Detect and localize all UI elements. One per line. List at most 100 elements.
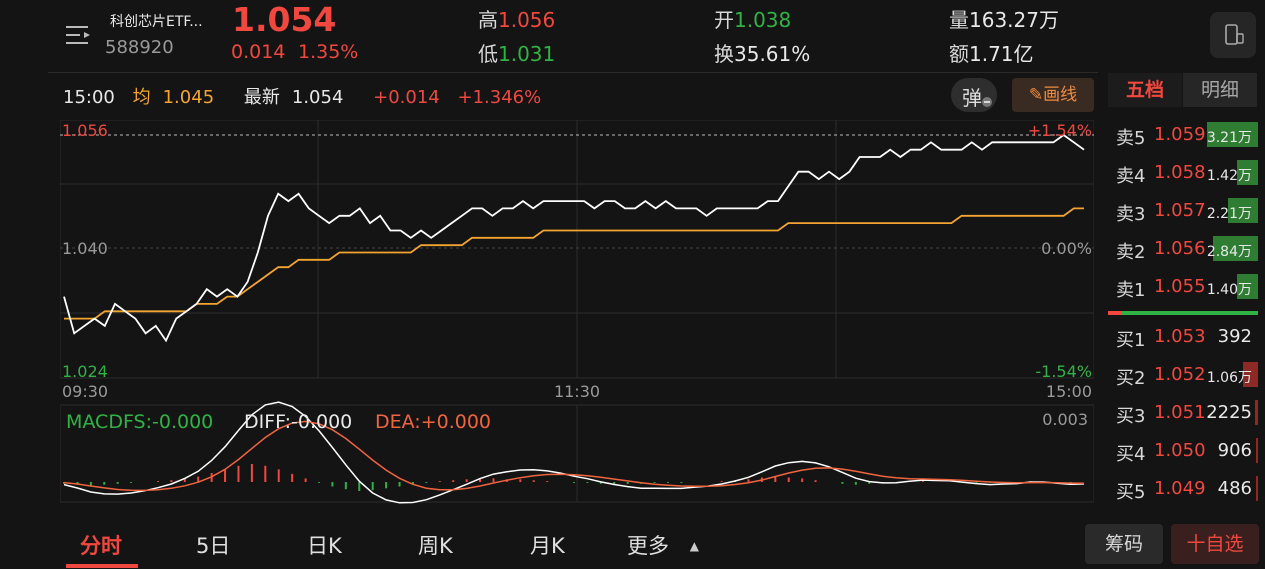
volume-bar — [1213, 236, 1258, 261]
macd-dea-line — [63, 420, 1085, 492]
volume-bar — [1207, 122, 1258, 147]
bid-row[interactable]: 买4 1.050 906 — [1108, 432, 1258, 470]
volume-bar — [1237, 274, 1258, 299]
ask-row[interactable]: 卖3 1.057 2.21万 — [1108, 192, 1258, 230]
level-price: 1.051 — [1154, 402, 1206, 423]
macd-diff-line — [63, 401, 1085, 504]
last-price: 1.054 — [232, 0, 337, 39]
level-price: 1.059 — [1154, 124, 1206, 145]
level-volume: 486 — [1217, 478, 1252, 499]
bid-row[interactable]: 买5 1.049 486 — [1108, 470, 1258, 508]
open-stat: 开1.038 — [714, 4, 791, 33]
active-tab-indicator — [66, 564, 138, 568]
turnover-label: 换 — [714, 42, 734, 66]
level-label: 买2 — [1116, 368, 1146, 389]
tab-day-k[interactable]: 日K — [307, 534, 342, 558]
volume-bar — [1255, 400, 1258, 425]
bid-ask-ratio-bar — [1108, 311, 1258, 315]
low-stat: 低1.031 — [478, 38, 555, 67]
time-tick-open: 09:30 — [62, 382, 108, 401]
price-line — [63, 133, 1085, 343]
ask-row[interactable]: 卖4 1.058 1.42万 — [1108, 154, 1258, 192]
level-label: 卖4 — [1116, 166, 1146, 187]
ask-row[interactable]: 卖5 1.059 3.21万 — [1108, 116, 1258, 154]
turnover-value: 35.61% — [734, 42, 811, 66]
level-price: 1.057 — [1154, 200, 1206, 221]
tab-order-book[interactable]: 五档 — [1108, 73, 1182, 107]
low-label: 低 — [478, 42, 498, 66]
tab-trade-detail[interactable]: 明细 — [1183, 73, 1257, 107]
volume-bar — [1228, 198, 1258, 223]
stock-code: 588920 — [105, 37, 174, 58]
tab-week-k[interactable]: 周K — [418, 534, 453, 558]
landscape-toggle-button[interactable] — [1210, 12, 1256, 58]
chart-info-bar: 15:00 均 1.045 最新 1.054 +0.014 +1.346% — [63, 83, 553, 109]
tab-month-k[interactable]: 月K — [530, 534, 565, 558]
level-price: 1.055 — [1154, 276, 1206, 297]
bottom-nav — [0, 520, 1265, 569]
avg-price-line — [64, 207, 1084, 320]
level-label: 卖5 — [1116, 128, 1146, 149]
level-price: 1.058 — [1154, 162, 1206, 183]
danmu-label: 弹 — [962, 86, 982, 110]
tab-more[interactable]: 更多 ▲ — [627, 530, 699, 560]
open-value: 1.038 — [734, 8, 792, 32]
macdfs-label: MACDFS:-0.000 — [66, 411, 213, 433]
draw-line-button[interactable]: ✎画线 — [1012, 78, 1094, 112]
add-watchlist-button[interactable]: 十自选 — [1171, 524, 1259, 564]
level-label: 卖3 — [1116, 204, 1146, 225]
level-volume: 392 — [1217, 326, 1252, 347]
amount-value: 1.71亿 — [969, 42, 1034, 66]
level-volume: 3.21万 — [1206, 130, 1252, 146]
info-time: 15:00 — [63, 87, 115, 108]
draw-label: 画线 — [1043, 85, 1078, 105]
high-value: 1.056 — [498, 8, 556, 32]
volume-stat: 量163.27万 — [949, 4, 1059, 33]
amount-label: 额 — [949, 42, 969, 66]
time-tick-midday: 11:30 — [554, 382, 600, 401]
info-change-percent: +1.346% — [457, 87, 542, 108]
price-axis-top: 1.056 — [62, 121, 108, 140]
high-label: 高 — [478, 8, 498, 32]
avg-label: 均 — [132, 87, 151, 108]
bid-row[interactable]: 买1 1.053 392 — [1108, 318, 1258, 356]
level-volume: 2.21万 — [1206, 206, 1252, 222]
volume-bar — [1256, 438, 1258, 463]
menu-icon[interactable] — [64, 22, 94, 48]
tab-five-day[interactable]: 5日 — [196, 534, 231, 558]
header-divider — [48, 72, 1098, 73]
chart-grid — [60, 120, 1094, 503]
intraday-chart[interactable]: 1.056 1.040 1.024 +1.54% 0.00% -1.54% 09… — [60, 120, 1094, 510]
ask-row[interactable]: 卖2 1.056 2.84万 — [1108, 230, 1258, 268]
info-change-amount: +0.014 — [373, 87, 440, 108]
ask-row[interactable]: 卖1 1.055 1.40万 — [1108, 268, 1258, 306]
volume-bar — [1237, 160, 1258, 185]
change-percent: 1.35% — [298, 41, 359, 63]
level-price: 1.049 — [1154, 478, 1206, 499]
macd-histogram — [63, 464, 1072, 491]
chip-distribution-button[interactable]: 筹码 — [1085, 524, 1163, 564]
amount-stat: 额1.71亿 — [949, 38, 1034, 67]
turnover-stat: 换35.61% — [714, 38, 810, 67]
level-price: 1.052 — [1154, 364, 1206, 385]
volume-value: 163.27万 — [969, 8, 1059, 32]
bid-row[interactable]: 买2 1.052 1.06万 — [1108, 356, 1258, 394]
price-axis-mid: 1.040 — [62, 239, 108, 258]
avg-price: 均 1.045 — [133, 87, 227, 108]
tab-intraday[interactable]: 分时 — [80, 534, 122, 558]
pct-axis-mid: 0.00% — [1041, 239, 1092, 258]
minus-circle-icon — [982, 97, 992, 107]
volume-bar — [1243, 362, 1258, 387]
diff-label: DIFF:-0.000 — [244, 411, 352, 433]
latest-price: 最新 1.054 — [244, 87, 356, 108]
pct-axis-bottom: -1.54% — [1035, 362, 1092, 381]
danmu-button[interactable]: 弹 — [951, 78, 997, 112]
quote-header: 科创芯片ETF... 588920 1.054 0.014 1.35% 高1.0… — [0, 0, 1265, 72]
level-label: 卖2 — [1116, 242, 1146, 263]
time-tick-close: 15:00 — [1046, 382, 1092, 401]
bid-row[interactable]: 买3 1.051 2225 — [1108, 394, 1258, 432]
change-amount: 0.014 — [231, 41, 286, 63]
stock-name[interactable]: 科创芯片ETF... — [110, 14, 203, 30]
level-label: 买4 — [1116, 444, 1146, 465]
low-value: 1.031 — [498, 42, 556, 66]
